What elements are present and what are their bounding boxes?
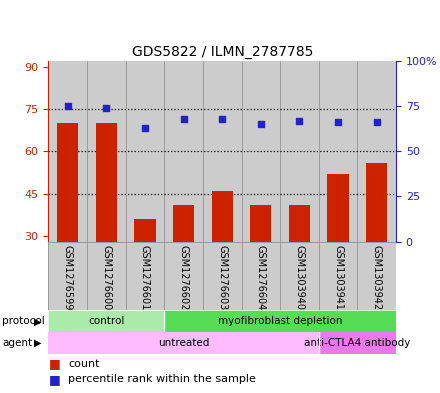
Text: percentile rank within the sample: percentile rank within the sample — [68, 374, 256, 384]
Text: anti-CTLA4 antibody: anti-CTLA4 antibody — [304, 338, 411, 348]
Point — [103, 105, 110, 111]
Text: count: count — [68, 358, 100, 369]
Text: untreated: untreated — [158, 338, 209, 348]
Text: agent: agent — [2, 338, 32, 348]
Text: GSM1276601: GSM1276601 — [140, 245, 150, 310]
Title: GDS5822 / ILMN_2787785: GDS5822 / ILMN_2787785 — [132, 44, 313, 59]
Bar — [289, 205, 310, 242]
Bar — [242, 61, 280, 242]
Bar — [280, 242, 319, 310]
Bar — [319, 242, 357, 310]
Text: GSM1303940: GSM1303940 — [294, 245, 304, 310]
Bar — [164, 61, 203, 242]
Bar — [203, 61, 242, 242]
Bar — [319, 61, 357, 242]
Bar — [250, 205, 271, 242]
Bar — [164, 310, 396, 332]
Bar — [126, 242, 164, 310]
Bar — [366, 163, 387, 242]
Text: ■: ■ — [48, 373, 60, 386]
Text: GSM1276600: GSM1276600 — [101, 245, 111, 310]
Bar — [280, 61, 319, 242]
Text: ▶: ▶ — [34, 316, 42, 326]
Bar — [48, 332, 319, 354]
Text: ■: ■ — [48, 357, 60, 370]
Bar — [96, 123, 117, 242]
Bar — [212, 191, 233, 242]
Point — [64, 103, 71, 109]
Bar — [327, 174, 348, 242]
Point — [373, 119, 380, 125]
Bar — [87, 61, 126, 242]
Bar — [48, 242, 87, 310]
Bar — [203, 242, 242, 310]
Text: GSM1303942: GSM1303942 — [372, 245, 381, 310]
Bar — [164, 242, 203, 310]
Bar — [357, 61, 396, 242]
Text: GSM1276599: GSM1276599 — [63, 245, 73, 310]
Bar — [48, 310, 164, 332]
Text: ▶: ▶ — [34, 338, 42, 348]
Text: GSM1276604: GSM1276604 — [256, 245, 266, 310]
Point — [257, 121, 264, 127]
Point — [180, 116, 187, 122]
Bar — [134, 219, 156, 242]
Bar — [48, 61, 87, 242]
Bar — [242, 242, 280, 310]
Bar — [57, 123, 78, 242]
Bar — [319, 332, 396, 354]
Bar — [173, 205, 194, 242]
Bar — [126, 61, 164, 242]
Point — [334, 119, 341, 125]
Text: GSM1303941: GSM1303941 — [333, 245, 343, 310]
Text: protocol: protocol — [2, 316, 45, 326]
Point — [141, 125, 148, 131]
Text: GSM1276603: GSM1276603 — [217, 245, 227, 310]
Point — [296, 118, 303, 124]
Text: GSM1276602: GSM1276602 — [179, 245, 189, 310]
Text: myofibroblast depletion: myofibroblast depletion — [218, 316, 342, 326]
Point — [219, 116, 226, 122]
Bar — [87, 242, 126, 310]
Text: control: control — [88, 316, 125, 326]
Bar — [357, 242, 396, 310]
